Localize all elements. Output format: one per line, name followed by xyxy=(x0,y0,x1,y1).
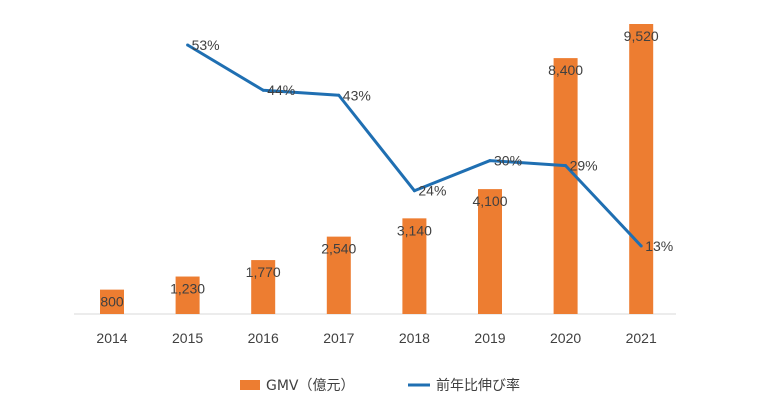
growth-label-2016: 44% xyxy=(267,82,295,98)
bar-2021 xyxy=(629,24,654,314)
bar-label-2018: 3,140 xyxy=(397,222,432,238)
growth-point-2018 xyxy=(412,189,416,193)
bar-label-2021: 9,520 xyxy=(624,28,659,44)
bar-label-2014: 800 xyxy=(100,294,124,310)
bar-series xyxy=(100,24,654,314)
growth-label-2019: 30% xyxy=(494,153,522,169)
growth-point-2019 xyxy=(488,159,492,163)
growth-label-2017: 43% xyxy=(343,87,371,103)
x-tick-2018: 2018 xyxy=(399,330,430,346)
growth-point-2017 xyxy=(337,93,341,97)
growth-label-2020: 29% xyxy=(570,158,598,174)
growth-point-2015 xyxy=(186,43,190,47)
bar-label-2020: 8,400 xyxy=(548,62,583,78)
bar-2016 xyxy=(251,260,276,314)
bar-label-2015: 1,230 xyxy=(170,281,205,297)
x-tick-2020: 2020 xyxy=(550,330,581,346)
x-tick-labels: 2014 2015 2016 2017 2018 2019 2020 2021 xyxy=(96,330,657,346)
growth-point-2020 xyxy=(564,164,568,168)
x-tick-2021: 2021 xyxy=(626,330,657,346)
bar-2018 xyxy=(402,218,427,314)
bar-2020 xyxy=(553,58,578,314)
growth-point-2021 xyxy=(639,244,643,248)
growth-point-2016 xyxy=(261,88,265,92)
x-tick-2014: 2014 xyxy=(96,330,127,346)
bar-2015 xyxy=(175,276,200,314)
line-data-labels: 53% 44% 43% 24% 30% 29% 13% xyxy=(192,37,674,254)
growth-label-2015: 53% xyxy=(192,37,220,53)
legend-label-gmv: GMV（億元） xyxy=(266,378,355,394)
x-tick-2015: 2015 xyxy=(172,330,203,346)
bar-2014 xyxy=(100,289,124,314)
legend-swatch-gmv xyxy=(240,380,260,390)
bar-label-2016: 1,770 xyxy=(246,264,281,280)
x-tick-2017: 2017 xyxy=(323,330,354,346)
x-tick-2016: 2016 xyxy=(248,330,279,346)
bar-data-labels: 800 1,230 1,770 2,540 3,140 4,100 8,400 9,520 xyxy=(100,28,659,310)
bar-label-2017: 2,540 xyxy=(321,241,356,257)
bar-2019 xyxy=(478,189,502,314)
x-tick-2019: 2019 xyxy=(474,330,505,346)
line-series xyxy=(186,43,643,248)
bar-2017 xyxy=(326,236,351,314)
legend-label-growth: 前年比伸び率 xyxy=(436,377,520,394)
growth-label-2018: 24% xyxy=(418,183,446,199)
growth-label-2021: 13% xyxy=(645,238,673,254)
legend: GMV（億元） 前年比伸び率 xyxy=(240,377,520,394)
bar-label-2019: 4,100 xyxy=(472,193,507,209)
